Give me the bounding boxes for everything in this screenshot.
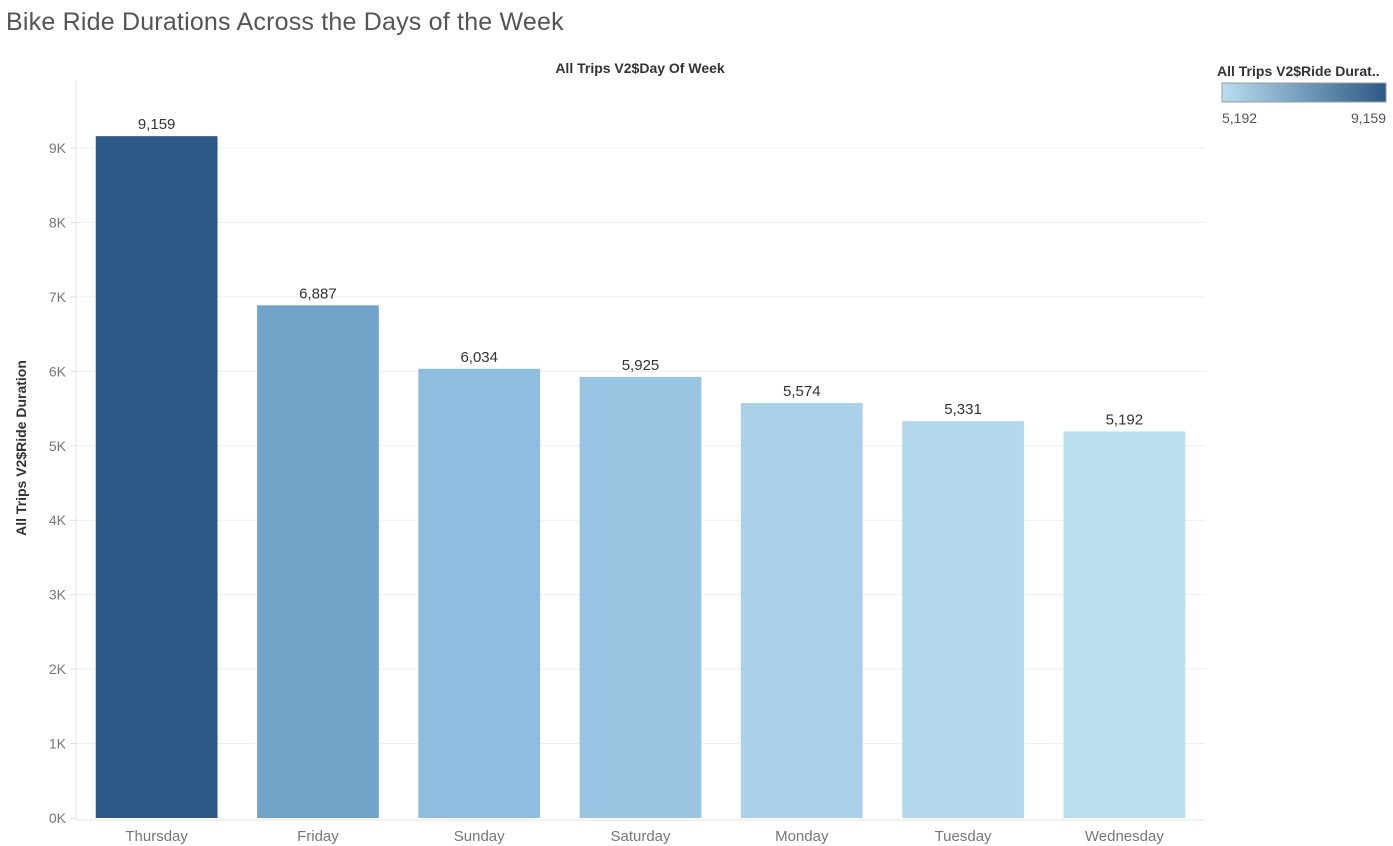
page-title: Bike Ride Durations Across the Days of t… (6, 8, 564, 36)
y-tick-label: 7K (49, 289, 67, 305)
data-label: 5,331 (944, 401, 982, 418)
bar-group: 9,159 6,887 6,034 5,925 5,574 5,331 5,192 (95, 116, 1186, 818)
bar-tuesday[interactable] (902, 421, 1024, 818)
legend-min-label: 5,192 (1222, 110, 1257, 126)
y-tick-label: 9K (49, 140, 67, 156)
x-tick-label: Thursday (125, 828, 188, 845)
legend-title: All Trips V2$Ride Durat.. (1217, 63, 1380, 79)
y-tick-label: 4K (49, 512, 67, 528)
x-tick-label: Wednesday (1085, 828, 1164, 845)
x-tick-label: Tuesday (935, 828, 992, 845)
legend-max-label: 9,159 (1351, 110, 1386, 126)
y-tick-label: 6K (49, 363, 67, 379)
y-tick-label: 5K (49, 438, 67, 454)
x-axis: Thursday Friday Sunday Saturday Monday Tuesda… (125, 828, 1164, 845)
bar-friday[interactable] (257, 305, 379, 818)
x-tick-label: Friday (297, 828, 339, 845)
x-tick-label: Sunday (454, 828, 505, 845)
bar-saturday[interactable] (579, 376, 702, 818)
data-label: 5,192 (1106, 411, 1144, 428)
y-tick-label: 2K (49, 661, 67, 677)
y-tick-label: 0K (49, 810, 67, 826)
data-label: 9,159 (138, 116, 176, 133)
y-tick-label: 8K (49, 214, 67, 230)
color-legend: All Trips V2$Ride Durat.. 5,192 9,159 (1217, 63, 1387, 126)
data-label: 5,925 (622, 357, 660, 374)
legend-gradient-bar (1221, 82, 1387, 103)
x-tick-label: Saturday (610, 828, 671, 845)
y-axis: 0K 1K 2K 3K 4K 5K 6K 7K 8K 9K (49, 140, 76, 826)
y-axis-title: All Trips V2$Ride Duration (13, 360, 29, 536)
x-axis-title: All Trips V2$Day Of Week (555, 60, 725, 76)
x-tick-label: Monday (775, 828, 829, 845)
data-label: 5,574 (783, 383, 821, 400)
bar-sunday[interactable] (418, 368, 541, 818)
bar-thursday[interactable] (95, 136, 218, 818)
data-label: 6,034 (460, 349, 498, 366)
bar-monday[interactable] (740, 403, 863, 818)
data-label: 6,887 (299, 285, 337, 302)
y-tick-label: 1K (49, 736, 67, 752)
y-tick-label: 3K (49, 587, 67, 603)
bar-wednesday[interactable] (1063, 431, 1186, 818)
